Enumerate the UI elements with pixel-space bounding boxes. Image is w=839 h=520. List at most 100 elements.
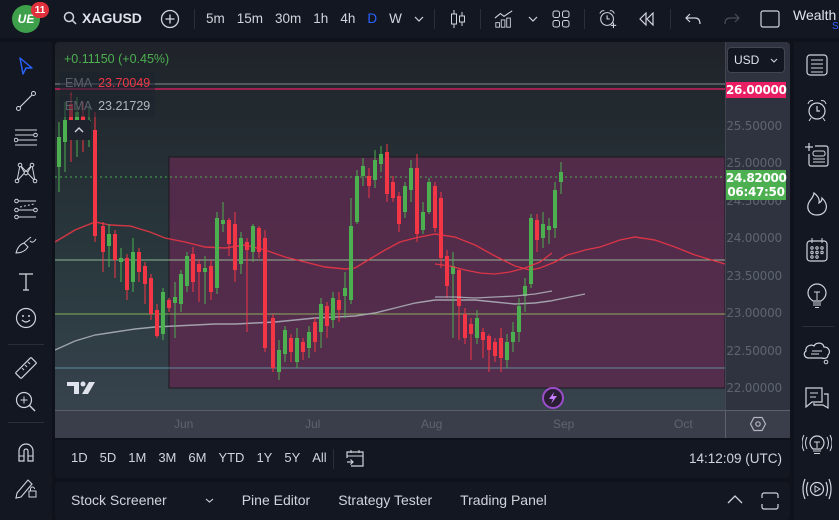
streams-ideas-button[interactable] xyxy=(802,430,832,460)
account-sub: S xyxy=(832,21,839,32)
range-6m[interactable]: 6M xyxy=(188,450,207,465)
range-3m[interactable]: 3M xyxy=(158,450,177,465)
horizontal-lines-icon xyxy=(14,129,38,146)
fullscreen-button[interactable] xyxy=(760,9,780,29)
date-range-bar: 1D 5D 1M 3M 6M YTD 1Y 5Y All 14:12:09 (U… xyxy=(55,440,790,478)
tab-pine-editor[interactable]: Pine Editor xyxy=(241,492,311,508)
streams-button[interactable] xyxy=(802,474,832,504)
range-selector: 1D 5D 1M 3M 6M YTD 1Y 5Y All xyxy=(65,450,333,465)
magnet-tool[interactable] xyxy=(12,438,40,466)
expand-panel-button[interactable] xyxy=(727,495,743,504)
range-5d[interactable]: 5D xyxy=(99,450,117,465)
price-tick: 24.00000 xyxy=(726,231,782,245)
interval-30m[interactable]: 30m xyxy=(275,11,302,26)
cursor-tool[interactable] xyxy=(12,52,40,80)
watchlist-button[interactable] xyxy=(802,50,832,80)
time-axis[interactable]: Jun Jul Aug Sep Oct xyxy=(55,410,790,438)
interval-4h[interactable]: 4h xyxy=(340,11,356,26)
messages-button[interactable] xyxy=(802,384,832,414)
cursor-arrow-icon xyxy=(19,57,33,75)
time-tick: Jul xyxy=(305,417,321,431)
redo-button[interactable] xyxy=(722,9,742,29)
goto-date-button[interactable] xyxy=(345,448,365,468)
range-1m[interactable]: 1M xyxy=(128,450,147,465)
last-price: 24.82000 xyxy=(726,171,787,185)
forecast-tool[interactable] xyxy=(12,195,40,223)
event-marker[interactable] xyxy=(542,387,564,409)
text-tool[interactable] xyxy=(12,268,40,296)
interval-d[interactable]: D xyxy=(367,11,378,26)
utc-clock[interactable]: 14:12:09 (UTC) xyxy=(688,451,782,466)
chats-button[interactable] xyxy=(802,337,832,367)
price-chart[interactable] xyxy=(55,42,790,438)
layout-button[interactable] xyxy=(551,9,571,29)
divider xyxy=(434,9,435,29)
ema-fast-value: 23.70049 xyxy=(98,76,151,90)
chart-pane[interactable]: +0.11150 (+0.45%) EMA 23.70049 EMA 23.21… xyxy=(55,42,790,438)
ema-slow-label: EMA xyxy=(65,99,93,113)
bottom-tabs: Stock Screener Pine Editor Strategy Test… xyxy=(71,492,575,508)
forecast-lines-icon xyxy=(14,198,38,220)
pattern-icon xyxy=(14,162,38,184)
pencil-lock-icon xyxy=(15,479,37,499)
object-tree-button[interactable] xyxy=(802,140,832,170)
price-tick: 25.00000 xyxy=(726,156,782,170)
price-tick: 23.50000 xyxy=(726,269,782,283)
chart-settings-button[interactable] xyxy=(725,410,790,438)
account-name[interactable]: Wealth xyxy=(793,7,837,23)
trendline-tool[interactable] xyxy=(12,87,40,115)
divider xyxy=(480,9,481,29)
ema-fast-legend[interactable]: EMA 23.70049 xyxy=(60,72,156,94)
currency-selector[interactable]: USD xyxy=(727,47,785,73)
pattern-tool[interactable] xyxy=(12,159,40,187)
replay-button[interactable] xyxy=(637,9,657,29)
tab-strategy-tester[interactable]: Strategy Tester xyxy=(338,492,433,508)
interval-w[interactable]: W xyxy=(389,11,402,26)
brush-tool[interactable] xyxy=(12,231,40,259)
alert-button[interactable] xyxy=(598,9,618,29)
ruler-icon xyxy=(15,357,37,379)
undo-button[interactable] xyxy=(683,9,703,29)
indicators-dropdown[interactable] xyxy=(523,9,543,29)
currency-value: USD xyxy=(734,53,760,67)
calendar-button[interactable] xyxy=(802,235,832,265)
lock-drawings-tool[interactable] xyxy=(12,474,40,502)
emoji-tool[interactable] xyxy=(12,304,40,332)
tab-stock-screener[interactable]: Stock Screener xyxy=(71,492,214,508)
range-5y[interactable]: 5Y xyxy=(284,450,301,465)
ideas-button[interactable] xyxy=(802,281,832,311)
maximize-panel-button[interactable] xyxy=(761,492,779,510)
symbol-search[interactable]: XAGUSD xyxy=(63,10,142,26)
range-all[interactable]: All xyxy=(312,450,327,465)
range-ytd[interactable]: YTD xyxy=(218,450,245,465)
indicators-button[interactable] xyxy=(494,9,514,29)
redo-icon xyxy=(724,13,740,25)
interval-selector: 5m 15m 30m 1h 4h D W xyxy=(200,11,408,26)
ema-slow-legend[interactable]: EMA 23.21729 xyxy=(60,95,156,117)
interval-5m[interactable]: 5m xyxy=(206,11,225,26)
alerts-button[interactable] xyxy=(802,95,832,125)
hotlists-button[interactable] xyxy=(802,188,832,218)
divider xyxy=(8,344,44,345)
interval-dropdown[interactable] xyxy=(409,9,429,29)
measure-tool[interactable] xyxy=(12,354,40,382)
divider xyxy=(194,9,195,29)
interval-15m[interactable]: 15m xyxy=(236,11,264,26)
interval-1h[interactable]: 1h xyxy=(313,11,329,26)
zoom-in-tool[interactable] xyxy=(12,388,40,416)
range-1y[interactable]: 1Y xyxy=(256,450,273,465)
chevron-down-icon xyxy=(414,16,424,22)
price-axis[interactable]: 25.50000 25.00000 24.50000 24.00000 23.5… xyxy=(725,42,790,438)
fib-tool[interactable] xyxy=(12,123,40,151)
chart-type-button[interactable] xyxy=(448,9,468,29)
undo-icon xyxy=(685,13,701,25)
tab-trading-panel[interactable]: Trading Panel xyxy=(460,492,547,508)
ema-slow-value: 23.21729 xyxy=(98,99,151,113)
compare-symbol-button[interactable] xyxy=(160,9,180,29)
thought-cloud-icon xyxy=(803,342,830,365)
trend-line-icon xyxy=(16,91,36,111)
collapse-legend-button[interactable] xyxy=(67,120,91,140)
price-tick: 23.00000 xyxy=(726,306,782,320)
range-1d[interactable]: 1D xyxy=(71,450,88,465)
